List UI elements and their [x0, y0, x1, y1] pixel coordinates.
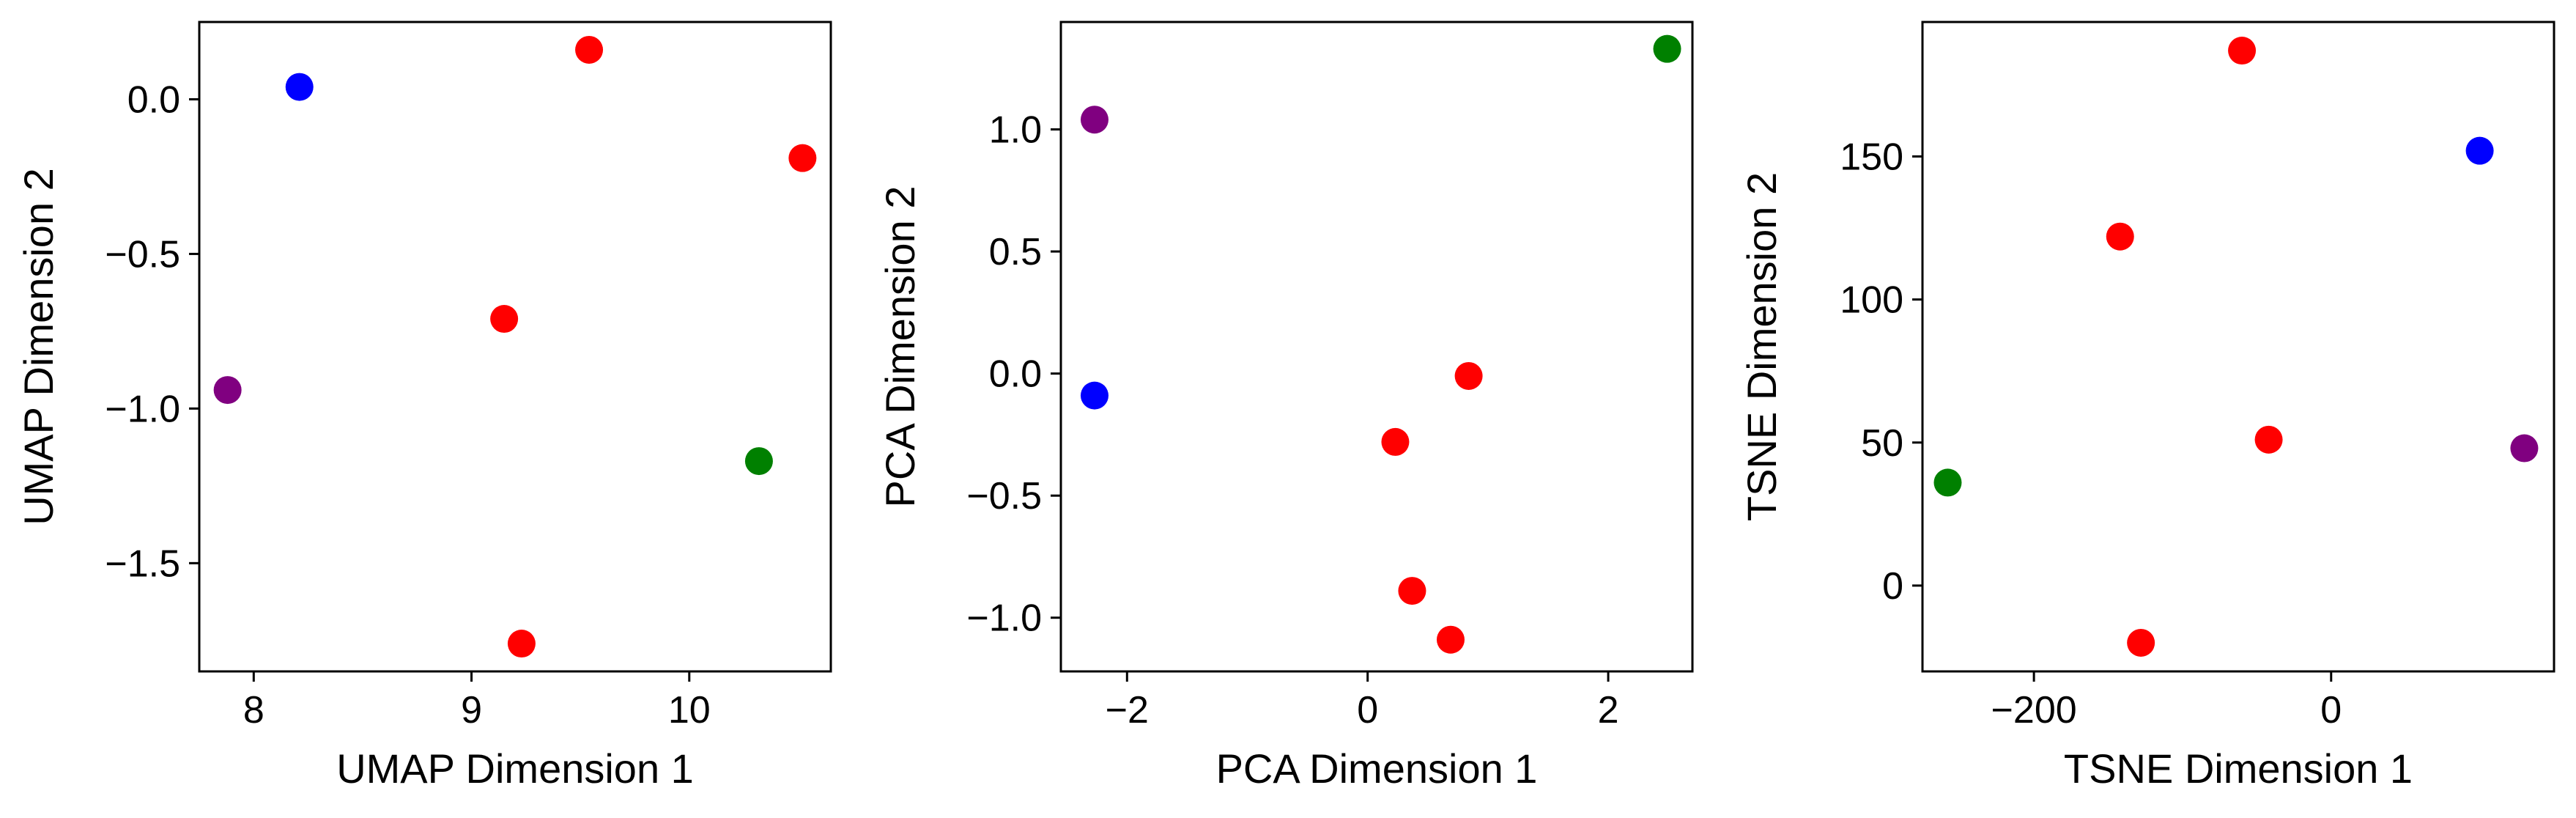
y-tick-label: 0.0 [127, 78, 180, 121]
y-tick-label: 0.0 [989, 353, 1042, 396]
y-tick-label: 50 [1861, 422, 1903, 465]
plot-frame [1921, 21, 2555, 673]
x-tick-label: −200 [1991, 689, 2077, 732]
y-tick-label: 0.5 [989, 231, 1042, 273]
y-axis-label: UMAP Dimension 2 [15, 168, 62, 526]
y-tick-label: −0.5 [105, 233, 180, 276]
y-tick-label: −1.0 [966, 597, 1042, 640]
data-point [1454, 361, 1483, 390]
data-point [2254, 425, 2283, 454]
x-tick-label: 0 [1357, 689, 1378, 732]
y-tick-label: −1.0 [105, 388, 180, 430]
data-points [213, 35, 817, 658]
pca-scatter-panel: −2 0 2 1.0 0.5 0.0 −0.5 −1.0 PCA Dimension 1 PC… [877, 21, 1694, 792]
x-tick-label: 2 [1598, 689, 1619, 732]
data-point [1436, 625, 1465, 654]
x-tick-label: 0 [2320, 689, 2342, 732]
plot-frame [198, 21, 832, 673]
umap-scatter-panel: 8 9 10 0.0 −0.5 −1.0 −1.5 UMAP Dimension 1 UMA… [15, 21, 832, 792]
data-point [1933, 468, 1962, 497]
plot-frame [1059, 21, 1694, 673]
data-point [1080, 381, 1109, 410]
data-point [213, 376, 242, 405]
y-tick-label: 0 [1882, 565, 1903, 608]
x-tick-label: −2 [1106, 689, 1149, 732]
tsne-scatter-panel: −200 0 150 100 50 0 TSNE Dimension 1 TSNE Dim… [1739, 21, 2555, 792]
y-tick-label: 150 [1840, 136, 1903, 178]
data-point [1381, 427, 1410, 456]
y-axis-label: PCA Dimension 2 [877, 186, 923, 508]
data-point [507, 630, 536, 658]
y-tick-label: 1.0 [989, 109, 1042, 152]
data-point [1653, 34, 1681, 63]
data-point [490, 305, 519, 334]
data-points [1080, 34, 1681, 654]
data-point [1398, 577, 1426, 605]
tick-marks: 8 9 10 0.0 −0.5 −1.0 −1.5 [105, 78, 710, 732]
data-point [2228, 37, 2257, 65]
data-point [2510, 434, 2539, 463]
data-point [2127, 628, 2155, 657]
data-point [285, 73, 314, 101]
data-points [1933, 37, 2539, 657]
x-tick-label: 8 [243, 689, 264, 732]
y-axis-label: TSNE Dimension 2 [1739, 172, 1785, 521]
tick-marks: −2 0 2 1.0 0.5 0.0 −0.5 −1.0 [966, 109, 1618, 732]
data-point [744, 447, 773, 476]
y-tick-label: −0.5 [966, 475, 1042, 517]
x-axis-label: PCA Dimension 1 [1216, 745, 1538, 792]
data-point [788, 144, 817, 172]
x-tick-label: 10 [668, 689, 711, 732]
x-axis-label: UMAP Dimension 1 [336, 745, 694, 792]
y-tick-label: −1.5 [105, 542, 180, 585]
x-tick-label: 9 [461, 689, 482, 732]
data-point [2106, 222, 2134, 251]
data-point [575, 35, 604, 64]
x-axis-label: TSNE Dimension 1 [2064, 745, 2413, 792]
y-tick-label: 100 [1840, 279, 1903, 322]
data-point [1080, 106, 1109, 134]
data-point [2465, 136, 2494, 165]
tick-marks: −200 0 150 100 50 0 [1840, 136, 2342, 732]
